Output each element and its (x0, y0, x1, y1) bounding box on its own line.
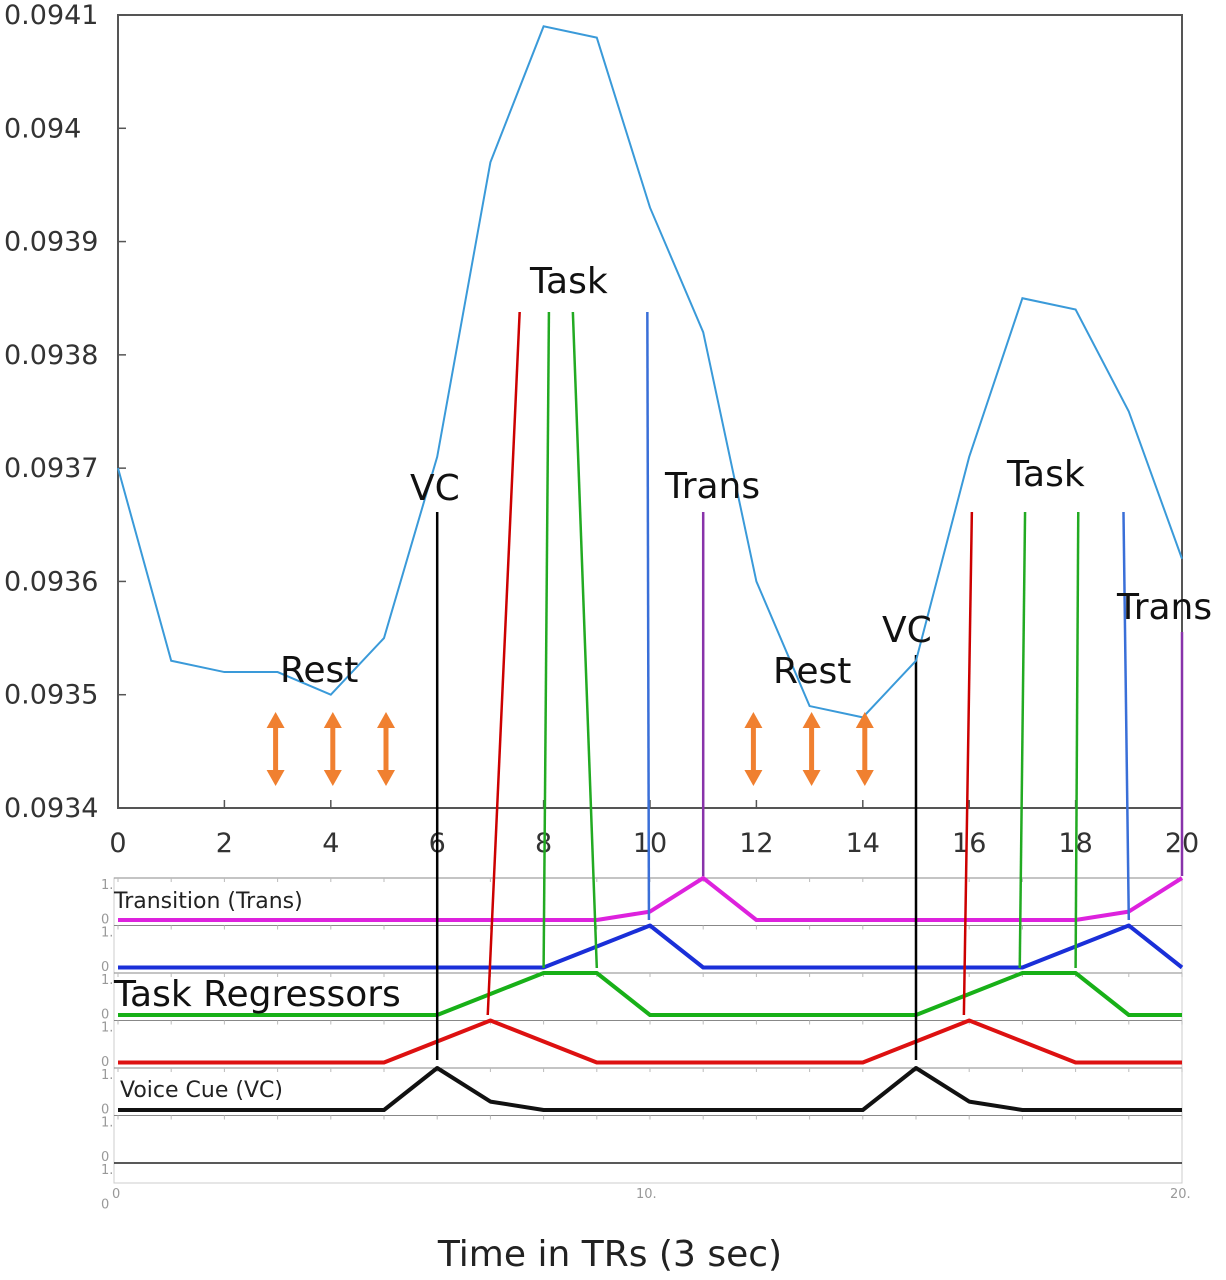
strip-tick-one: 1. (101, 973, 113, 988)
x-tick-label: 14 (846, 828, 880, 859)
bottom-x-tick-10: 10. (636, 1187, 657, 1202)
event-marker-line (542, 311, 551, 969)
annotation-trans-2: Trans (1116, 587, 1212, 628)
annotation-rest-2: Rest (773, 651, 851, 692)
y-tick-label: 0.0935 (4, 680, 98, 711)
rest-arrow-head-up (266, 712, 285, 728)
rest-arrows (266, 712, 874, 786)
x-tick-label: 2 (216, 828, 233, 859)
rest-arrow-head-down (323, 770, 342, 786)
y-tick-label: 0.094 (4, 113, 81, 144)
strip-label-task-regressors: Task Regressors (113, 974, 401, 1015)
signal-line (117, 25, 1183, 719)
y-tick-label: 0.0939 (4, 227, 98, 258)
strip-tick-zero: 0 (101, 1055, 109, 1070)
rest-arrow-head-down (802, 770, 821, 786)
event-marker-line (1122, 511, 1131, 921)
regressor-voice_cue-line (118, 1066, 1182, 1112)
event-markers (435, 311, 1184, 1060)
strip-tick-one: 1. (101, 1163, 113, 1178)
bottom-x-tick-20: 20. (1170, 1187, 1191, 1202)
strip-tick-zero: 0 (101, 1008, 109, 1023)
rest-arrow-head-up (323, 712, 342, 728)
rest-arrow-head-up (802, 712, 821, 728)
annotation-trans-1: Trans (664, 466, 760, 507)
event-marker-line (486, 311, 521, 1016)
event-marker-line (1018, 511, 1027, 969)
rest-arrow-head-up (855, 712, 874, 728)
x-tick-label: 4 (322, 828, 339, 859)
y-tick-label: 0.0936 (4, 566, 98, 597)
rest-arrow-head-up (744, 712, 763, 728)
annotation-task-2: Task (1006, 454, 1085, 495)
rest-arrow-head-down (377, 770, 395, 786)
strip-tick-zero: 0 (101, 1150, 109, 1165)
y-tick-label: 0.0941 (4, 0, 98, 31)
strip-tick-one: 1. (101, 1021, 113, 1036)
regressor-green-line (118, 971, 1182, 1017)
x-tick-label: 12 (739, 828, 773, 859)
regressor-red-line (118, 1018, 1182, 1065)
strip-tick-zero: 0 (101, 913, 109, 928)
rest-arrow-head-down (266, 770, 285, 786)
strip-tick-zero: 0 (101, 1198, 109, 1213)
event-marker-line (962, 511, 974, 1016)
strip-label-voice-cue: Voice Cue (VC) (120, 1078, 283, 1103)
signal-series (117, 25, 1183, 719)
y-tick-label: 0.0937 (4, 453, 98, 484)
x-tick-label: 0 (109, 828, 126, 859)
rest-arrow-head-down (855, 770, 874, 786)
annotation-rest-1: Rest (280, 650, 358, 691)
strip-tick-zero: 0 (101, 1103, 109, 1118)
event-marker-line (571, 311, 599, 969)
strip-tick-one: 1. (101, 926, 113, 941)
y-axis-ticks: 0.0934 0.0935 0.0936 0.0937 0.0938 0.0939 0.09… (4, 0, 126, 824)
rest-arrow-head-down (744, 770, 763, 786)
regressor-frame (113, 877, 1183, 1184)
strip-tick-one: 1. (101, 1116, 113, 1131)
strip-tick-one: 1. (101, 878, 113, 893)
annotation-task-1: Task (529, 261, 608, 302)
bottom-x-tick-0: 0 (112, 1187, 120, 1202)
y-tick-label: 0.0938 (4, 340, 98, 371)
strip-label-transition: Transition (Trans) (113, 889, 303, 914)
strip-tick-zero: 0 (101, 960, 109, 975)
x-tick-label: 16 (952, 828, 986, 859)
x-axis-label: Time in TRs (3 sec) (437, 1234, 782, 1275)
annotation-vc-1: VC (410, 468, 460, 509)
annotation-vc-2: VC (882, 610, 932, 651)
rest-arrow-head-up (377, 712, 395, 728)
regressor-blue-line (118, 923, 1184, 970)
event-marker-line (646, 311, 651, 921)
strip-tick-one: 1. (101, 1068, 113, 1083)
event-marker-line (1074, 511, 1080, 969)
y-tick-label: 0.0934 (4, 793, 98, 824)
